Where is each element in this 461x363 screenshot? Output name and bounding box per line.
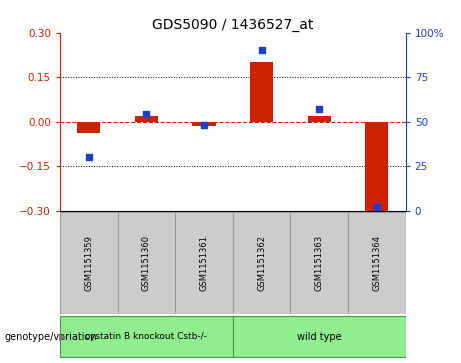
- Bar: [175, 212, 233, 314]
- Point: [258, 48, 266, 53]
- Point: [200, 122, 207, 128]
- Bar: [233, 212, 290, 314]
- Bar: [348, 212, 406, 314]
- Bar: [60, 316, 233, 357]
- Bar: [250, 62, 273, 122]
- Bar: [118, 212, 175, 314]
- Text: GSM1151362: GSM1151362: [257, 235, 266, 291]
- Bar: [193, 122, 216, 126]
- Point: [85, 154, 92, 160]
- Text: GSM1151361: GSM1151361: [200, 235, 208, 291]
- Text: wild type: wild type: [297, 332, 342, 342]
- Bar: [290, 212, 348, 314]
- Text: GSM1151359: GSM1151359: [84, 235, 93, 291]
- Text: ▶: ▶: [59, 332, 66, 342]
- Point: [373, 204, 381, 210]
- Text: cystatin B knockout Cstb-/-: cystatin B knockout Cstb-/-: [85, 332, 207, 341]
- Title: GDS5090 / 1436527_at: GDS5090 / 1436527_at: [152, 18, 313, 32]
- Bar: [135, 116, 158, 122]
- Point: [142, 111, 150, 117]
- Bar: [233, 316, 406, 357]
- Bar: [365, 122, 388, 211]
- Text: genotype/variation: genotype/variation: [5, 332, 97, 342]
- Text: GSM1151360: GSM1151360: [142, 235, 151, 291]
- Text: GSM1151363: GSM1151363: [315, 235, 324, 291]
- Point: [315, 106, 323, 112]
- Bar: [308, 116, 331, 122]
- Bar: [60, 212, 118, 314]
- Text: GSM1151364: GSM1151364: [372, 235, 381, 291]
- Bar: [77, 122, 100, 134]
